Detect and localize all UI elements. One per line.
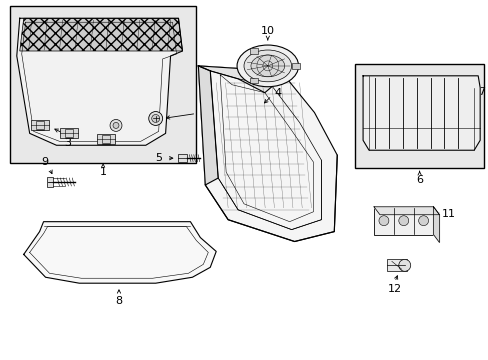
- Bar: [46, 177, 53, 187]
- Bar: [354, 64, 483, 168]
- Text: 1: 1: [100, 167, 106, 177]
- Bar: [65, 129, 73, 137]
- Text: 12: 12: [387, 284, 401, 294]
- Text: 5: 5: [155, 153, 162, 163]
- Circle shape: [113, 122, 119, 129]
- Text: 2: 2: [198, 107, 205, 117]
- Bar: [373, 207, 433, 235]
- Bar: [61, 129, 78, 138]
- Bar: [386, 260, 406, 271]
- Bar: [31, 121, 48, 130]
- Text: 3: 3: [64, 138, 71, 148]
- Bar: [249, 77, 257, 84]
- Polygon shape: [20, 18, 182, 51]
- Bar: [97, 134, 115, 144]
- Circle shape: [418, 216, 427, 226]
- Circle shape: [398, 260, 410, 271]
- Polygon shape: [433, 207, 439, 243]
- Bar: [36, 121, 43, 129]
- Text: 6: 6: [415, 175, 422, 185]
- Text: 8: 8: [115, 296, 122, 306]
- Text: 10: 10: [260, 26, 274, 36]
- Polygon shape: [198, 66, 337, 242]
- Circle shape: [398, 216, 408, 226]
- Bar: [102, 135, 110, 143]
- Polygon shape: [362, 76, 479, 150]
- Polygon shape: [198, 66, 218, 185]
- Bar: [10, 6, 196, 163]
- Polygon shape: [17, 18, 182, 145]
- Bar: [291, 63, 299, 69]
- Polygon shape: [24, 222, 216, 283]
- Ellipse shape: [244, 50, 291, 82]
- Text: 7: 7: [478, 87, 485, 97]
- Text: 4: 4: [274, 88, 281, 98]
- Circle shape: [110, 120, 122, 131]
- Ellipse shape: [250, 55, 284, 77]
- Polygon shape: [198, 66, 284, 93]
- Bar: [177, 154, 187, 162]
- Circle shape: [148, 112, 163, 125]
- Circle shape: [378, 216, 388, 226]
- Ellipse shape: [237, 45, 298, 87]
- Circle shape: [151, 114, 160, 122]
- Text: 9: 9: [41, 157, 48, 167]
- Bar: [249, 48, 257, 54]
- Polygon shape: [373, 207, 439, 215]
- Text: 11: 11: [441, 209, 454, 219]
